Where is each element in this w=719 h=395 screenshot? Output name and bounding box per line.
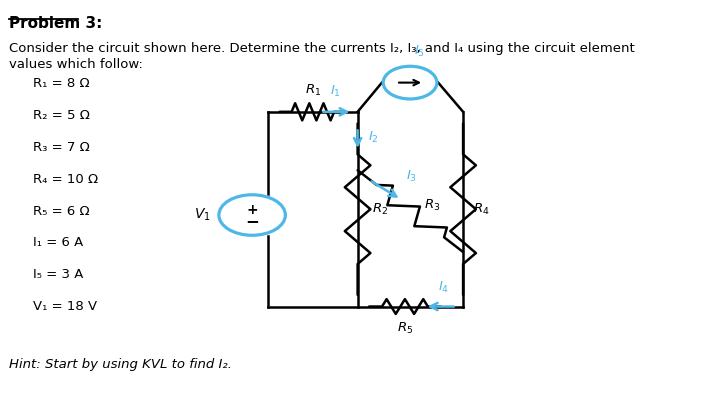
Text: $R_2$: $R_2$ — [372, 201, 388, 217]
Text: R₁ = 8 Ω: R₁ = 8 Ω — [34, 77, 90, 90]
Text: −: − — [245, 212, 259, 230]
Text: Consider the circuit shown here. Determine the currents I₂, I₃, and I₄ using the: Consider the circuit shown here. Determi… — [9, 42, 635, 55]
Text: $R_1$: $R_1$ — [305, 83, 321, 98]
Text: $I_5$: $I_5$ — [414, 44, 425, 59]
Text: Problem 3:: Problem 3: — [9, 17, 103, 32]
Text: $I_2$: $I_2$ — [368, 130, 379, 145]
Text: values which follow:: values which follow: — [9, 58, 143, 71]
Text: $I_3$: $I_3$ — [406, 169, 416, 184]
Text: $R_3$: $R_3$ — [424, 198, 441, 213]
Text: $I_1$: $I_1$ — [330, 83, 341, 99]
Text: +: + — [247, 203, 258, 216]
Text: V₁ = 18 V: V₁ = 18 V — [34, 300, 98, 313]
Text: R₅ = 6 Ω: R₅ = 6 Ω — [34, 205, 90, 218]
Text: R₃ = 7 Ω: R₃ = 7 Ω — [34, 141, 90, 154]
Circle shape — [219, 195, 285, 235]
Text: R₄ = 10 Ω: R₄ = 10 Ω — [34, 173, 99, 186]
Text: I₅ = 3 A: I₅ = 3 A — [34, 268, 84, 281]
Text: $R_4$: $R_4$ — [473, 201, 490, 217]
Text: $V_1$: $V_1$ — [194, 207, 211, 223]
Text: R₂ = 5 Ω: R₂ = 5 Ω — [34, 109, 91, 122]
Circle shape — [383, 66, 437, 99]
Text: $R_5$: $R_5$ — [397, 322, 413, 337]
Text: Hint: Start by using KVL to find I₂.: Hint: Start by using KVL to find I₂. — [9, 358, 232, 371]
Text: $I_4$: $I_4$ — [439, 280, 449, 295]
Text: I₁ = 6 A: I₁ = 6 A — [34, 237, 83, 250]
